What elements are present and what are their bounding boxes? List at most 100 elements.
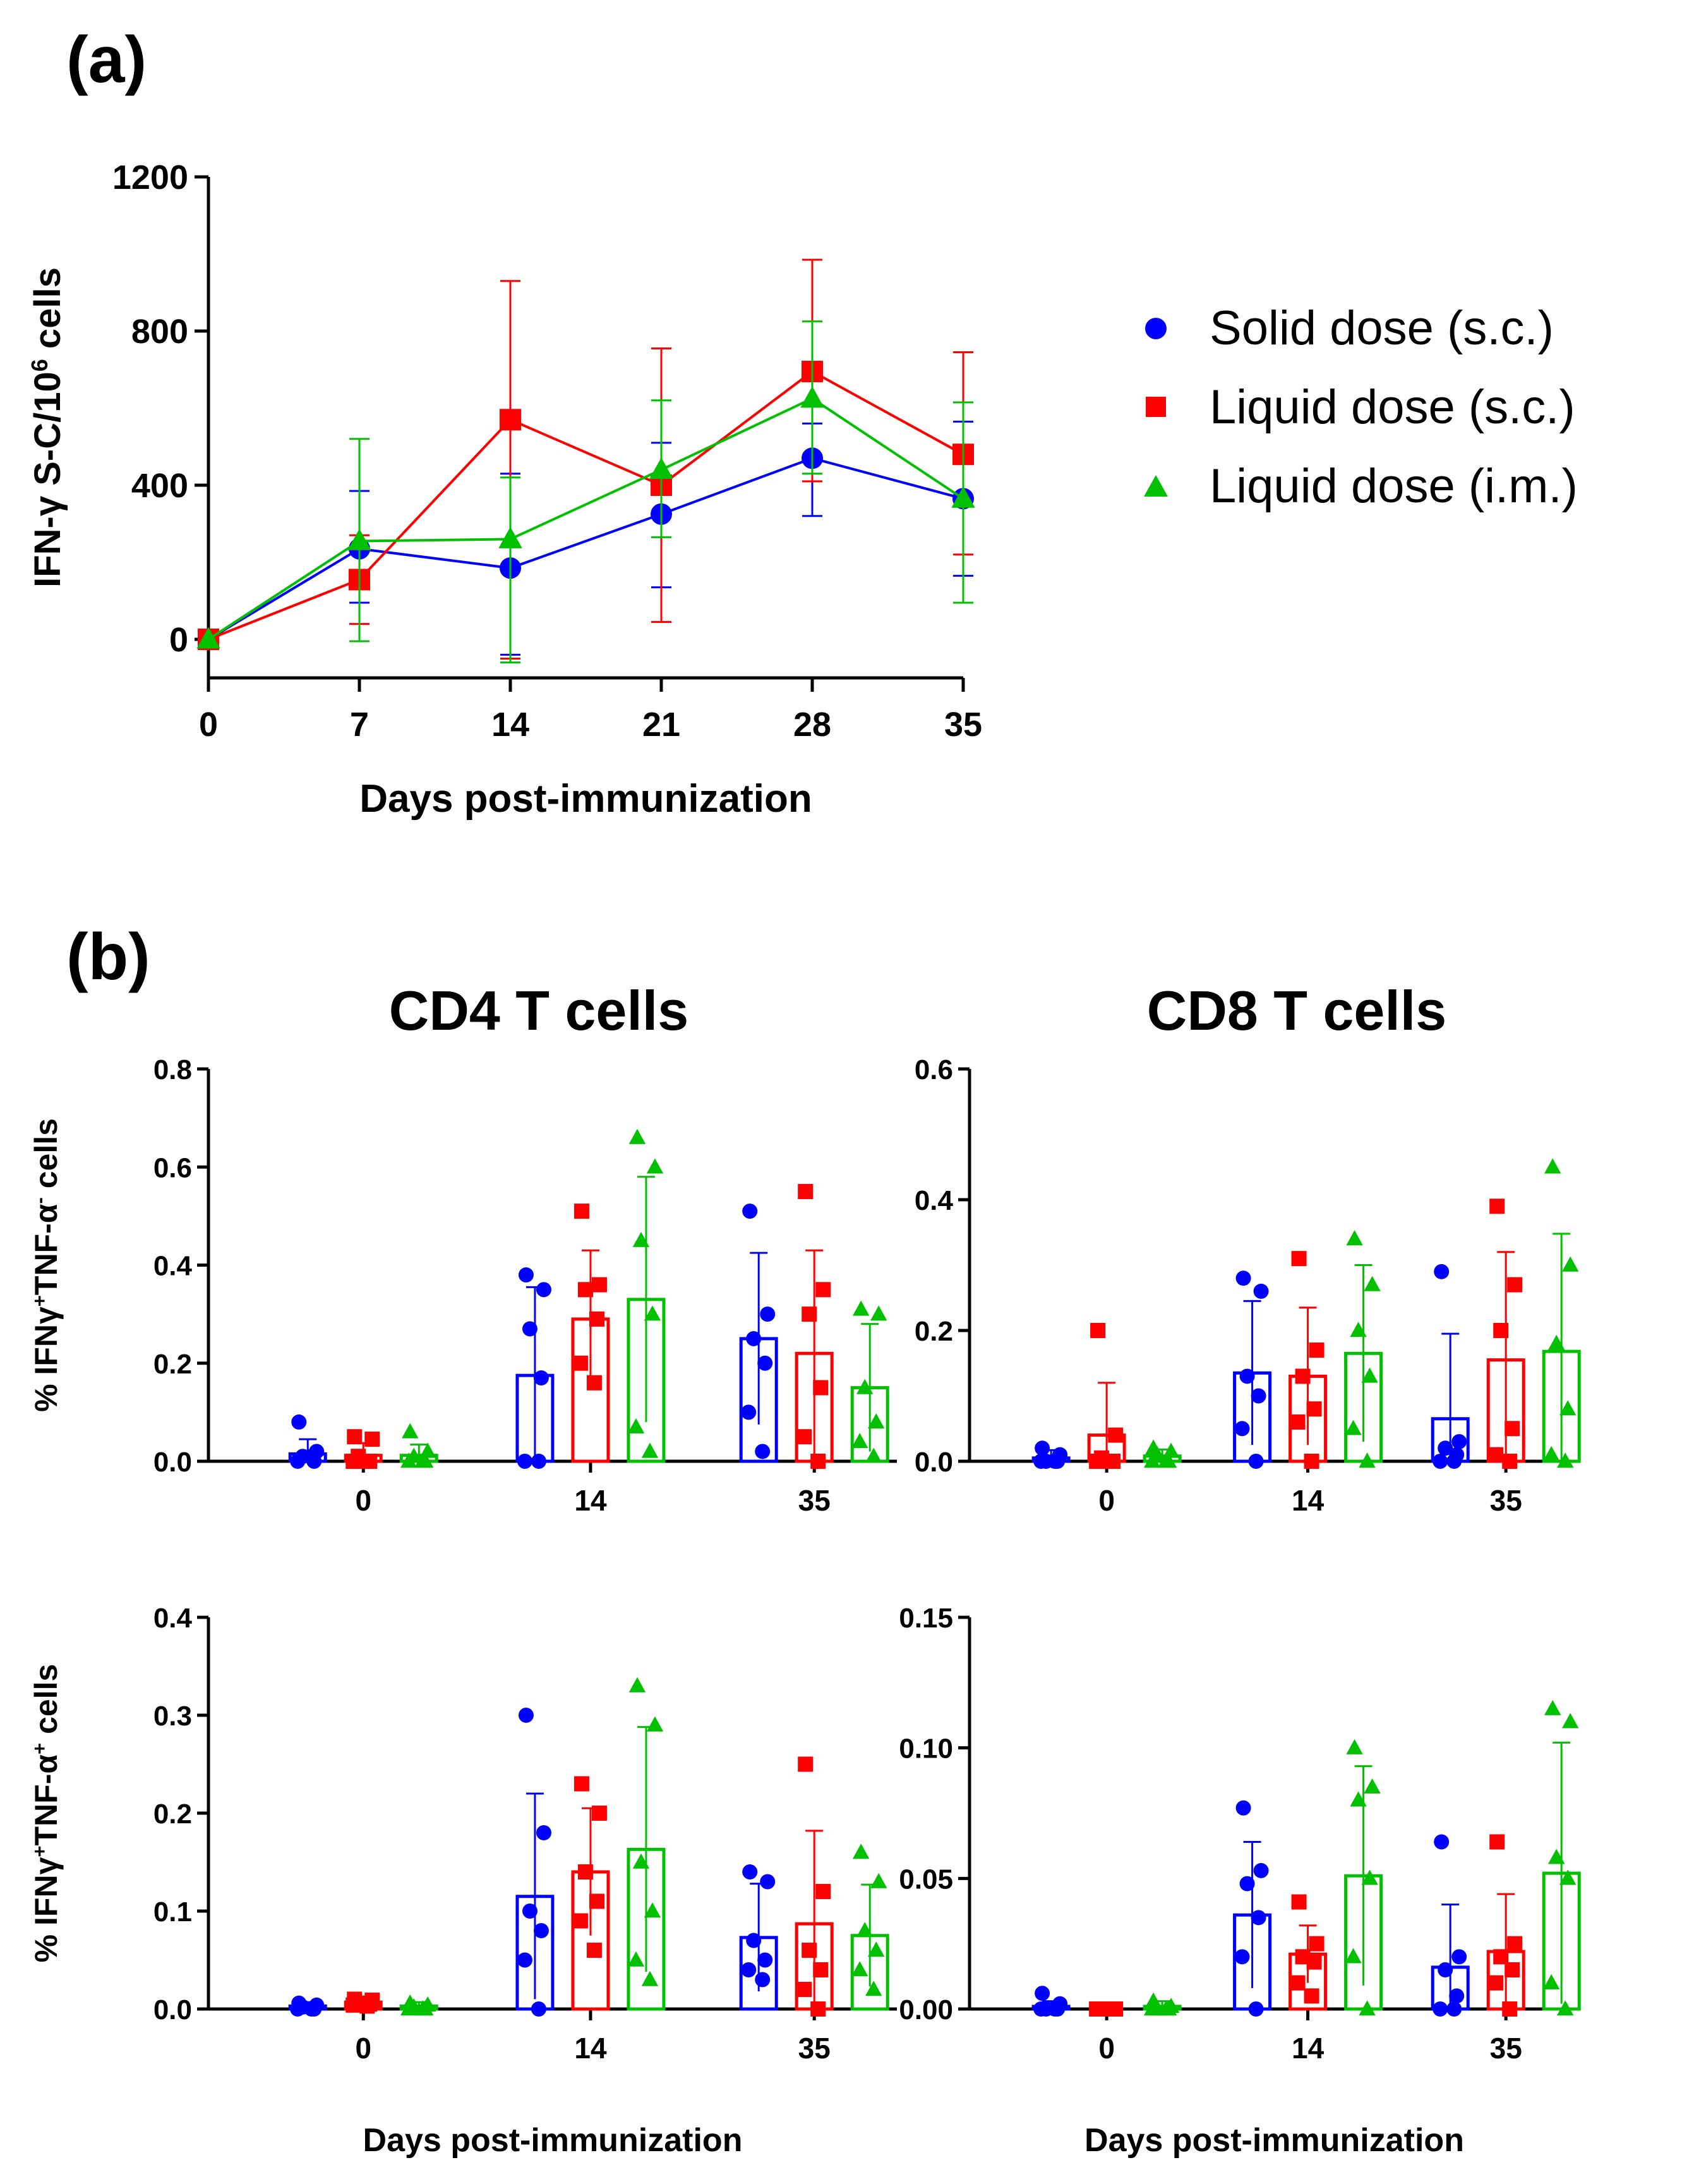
data-point: [868, 1941, 885, 1957]
y-axis-label-part: S-C/10: [27, 371, 68, 496]
data-point: [1291, 1894, 1307, 1910]
legend-label-liquid-sc: Liquid dose (s.c.): [1210, 380, 1575, 434]
data-point: [522, 1321, 538, 1337]
data-point: [1304, 1454, 1319, 1469]
legend-marker-solid: [1145, 318, 1167, 339]
chart-b-cd4-ifng-tnfneg: 0.0 0.2 0.4 0.6 0.8 0 14 35 % IFNγ+TNF-α- cells: [28, 1054, 897, 1517]
data-point: [798, 1756, 814, 1772]
data-point: [345, 1997, 361, 2013]
data-point: [402, 1423, 419, 1439]
x-tick-label: 35: [1490, 2032, 1522, 2065]
y-axis-label-part: γ: [27, 495, 68, 516]
y-tick-label: 0.0: [153, 1994, 192, 2025]
data-point: [641, 1442, 659, 1458]
data-point: [1035, 1440, 1050, 1456]
x-tick-label: 35: [798, 1484, 831, 1517]
legend: Solid dose (s.c.) Liquid dose (s.c.) Liq…: [1144, 301, 1578, 513]
data-point: [1559, 1400, 1577, 1416]
y-tick-label: 0.2: [153, 1349, 192, 1380]
data-point: [746, 1330, 762, 1346]
data-point: [304, 2001, 320, 2017]
data-point: [796, 1429, 812, 1445]
data-point: [1433, 1454, 1448, 1469]
y-tick-label: 0.05: [899, 1864, 953, 1895]
data-point: [1248, 2001, 1264, 2017]
x-tick-label: 14: [1292, 1484, 1325, 1517]
y-tick-label: 0.8: [153, 1054, 192, 1085]
x-tick-label: 14: [491, 706, 529, 744]
data-point: [646, 1158, 664, 1174]
y-tick-label: 400: [131, 467, 188, 505]
data-point: [856, 1379, 874, 1394]
data-point: [522, 1903, 538, 1919]
data-point: [1143, 2000, 1161, 2016]
data-point: [1350, 1791, 1367, 1807]
x-tick-label: 0: [355, 1484, 371, 1517]
y-axis-label-part: +: [28, 1845, 51, 1857]
y-tick-label: 0.6: [915, 1054, 953, 1085]
data-point: [644, 1902, 661, 1918]
data-point: [1557, 1452, 1574, 1468]
data-point: [196, 627, 220, 649]
data-point: [1309, 1936, 1325, 1952]
data-point: [1089, 2001, 1105, 2017]
y-tick-label: 800: [131, 313, 188, 351]
data-point: [1235, 1270, 1251, 1286]
data-point: [1364, 1778, 1381, 1794]
y-axis-label-part: TNF-: [28, 1223, 64, 1295]
data-point: [742, 1864, 758, 1879]
data-point: [851, 1961, 868, 1977]
data-point: [1505, 1962, 1520, 1977]
data-point: [414, 1452, 431, 1468]
data-point: [1306, 1954, 1322, 1970]
data-point: [627, 1951, 645, 1967]
data-point: [853, 1300, 870, 1316]
data-point: [1103, 1454, 1119, 1469]
data-point: [760, 1306, 776, 1322]
data-point: [755, 1972, 771, 1988]
data-point: [1346, 1739, 1363, 1754]
y-axis-label-part: % IFN: [28, 1324, 64, 1412]
data-point: [572, 1355, 588, 1371]
data-point: [627, 1418, 645, 1433]
series-line: [208, 370, 964, 641]
data-point: [865, 1447, 882, 1463]
data-point: [1162, 1442, 1180, 1458]
chart-b-cd8-ifng-tnfpos: 0.00 0.05 0.10 0.15 0 14 35 Days post-immunizat…: [899, 1603, 1581, 2159]
data-point: [1438, 1962, 1453, 1977]
data-point: [347, 1429, 363, 1445]
data-point: [1033, 2001, 1049, 2017]
data-point: [1359, 2000, 1376, 2016]
x-tick-label: 35: [798, 2032, 831, 2065]
data-point: [798, 1184, 814, 1200]
legend-label-liquid-im: Liquid dose (i.m.): [1210, 459, 1578, 513]
legend-marker-liquid-im: [1144, 475, 1168, 497]
x-tick-label: 35: [944, 706, 982, 744]
data-point: [1502, 2001, 1518, 2017]
data-point: [1488, 1447, 1504, 1463]
data-point: [1544, 1158, 1561, 1174]
y-tick-label: 0.0: [915, 1447, 953, 1478]
data-point: [644, 1305, 661, 1321]
series-line: [207, 397, 964, 641]
data-point: [802, 1943, 817, 1958]
data-point: [760, 1874, 776, 1890]
y-tick-label: 0.2: [915, 1316, 953, 1347]
x-tick-label: 0: [1098, 1484, 1115, 1517]
data-point: [1543, 1974, 1560, 1989]
x-axis-label: Days post-immunization: [359, 777, 812, 821]
data-point: [1488, 1975, 1504, 1991]
data-point: [757, 1952, 773, 1968]
data-point: [1438, 1440, 1453, 1456]
data-point: [1350, 1322, 1367, 1337]
data-point: [1033, 1454, 1049, 1469]
data-point: [649, 457, 673, 480]
data-point: [1309, 1342, 1325, 1358]
data-point: [586, 1943, 602, 1958]
series-line: [207, 457, 964, 641]
y-axis-label: % IFNγ+TNF-α- cells: [28, 1118, 64, 1412]
data-point: [1505, 1421, 1520, 1437]
data-point: [345, 1454, 361, 1469]
data-point: [1544, 1699, 1561, 1715]
data-point: [755, 1444, 771, 1459]
